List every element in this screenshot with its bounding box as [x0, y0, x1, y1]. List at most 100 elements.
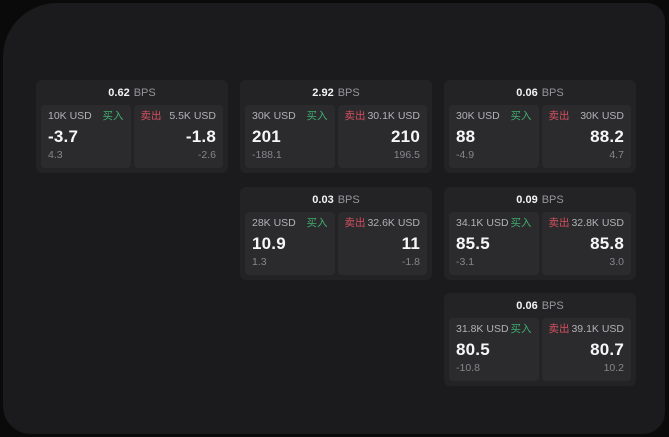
- quote-card: 0.03 BPS 28K USD 买入 10.9 1.3 卖出 32.6K US…: [240, 187, 432, 280]
- buy-delta: -3.1: [456, 256, 475, 269]
- bps-value: 0.03: [312, 194, 334, 206]
- bps-value: 0.06: [516, 300, 538, 312]
- sell-delta: -2.6: [197, 149, 216, 162]
- buy-delta: -10.8: [456, 362, 480, 375]
- buy-amount: 30K USD: [456, 110, 500, 122]
- buy-amount: 31.8K USD: [456, 323, 509, 335]
- buy-tile-top-row: 31.8K USD 买入: [456, 323, 532, 336]
- sell-amount: 5.5K USD: [169, 110, 216, 122]
- tile-pair: 34.1K USD 买入 85.5 -3.1 卖出 32.8K USD 85.8…: [444, 212, 636, 275]
- sell-delta: 196.5: [393, 149, 420, 162]
- buy-price: 88: [456, 127, 476, 146]
- card-header: 0.62 BPS: [36, 80, 228, 105]
- sell-delta: 10.2: [603, 362, 624, 375]
- sell-tile-top-row: 卖出 32.8K USD: [549, 217, 625, 230]
- sell-price: 85.8: [590, 234, 624, 253]
- buy-price: 201: [252, 127, 281, 146]
- tile-pair: 10K USD 买入 -3.7 4.3 卖出 5.5K USD -1.8 -2.…: [36, 105, 228, 168]
- buy-tile-top-row: 30K USD 买入: [456, 110, 532, 123]
- quote-card: 0.09 BPS 34.1K USD 买入 85.5 -3.1 卖出 32.8K…: [444, 187, 636, 280]
- buy-tile[interactable]: 34.1K USD 买入 85.5 -3.1: [449, 212, 539, 275]
- sell-tile-top-row: 卖出 30.1K USD: [344, 110, 421, 123]
- buy-amount: 30K USD: [252, 110, 296, 122]
- sell-amount: 32.8K USD: [571, 217, 624, 229]
- sell-tile-top-row: 卖出 30K USD: [548, 110, 625, 123]
- card-header: 0.03 BPS: [240, 187, 432, 212]
- sell-amount: 30K USD: [580, 110, 624, 122]
- sell-delta: 3.0: [609, 256, 624, 269]
- buy-tile[interactable]: 31.8K USD 买入 80.5 -10.8: [449, 318, 539, 381]
- sell-amount: 32.6K USD: [367, 217, 420, 229]
- buy-tile-top-row: 30K USD 买入: [252, 110, 328, 123]
- sell-tile[interactable]: 卖出 30K USD 88.2 4.7: [541, 105, 631, 168]
- buy-delta: -188.1: [252, 149, 282, 162]
- buy-tile[interactable]: 28K USD 买入 10.9 1.3: [245, 212, 335, 275]
- sell-tile[interactable]: 卖出 32.6K USD 11 -1.8: [337, 212, 427, 275]
- buy-price: -3.7: [48, 127, 79, 146]
- buy-price: 80.5: [456, 340, 490, 359]
- buy-amount: 10K USD: [48, 110, 92, 122]
- bps-value: 0.62: [108, 87, 130, 99]
- sell-tile[interactable]: 卖出 32.8K USD 85.8 3.0: [541, 212, 631, 275]
- bps-unit-label: BPS: [133, 87, 156, 99]
- buy-price: 10.9: [252, 234, 286, 253]
- sell-side-label: 卖出: [344, 217, 366, 229]
- buy-price: 85.5: [456, 234, 490, 253]
- tile-pair: 31.8K USD 买入 80.5 -10.8 卖出 39.1K USD 80.…: [444, 318, 636, 381]
- tile-pair: 30K USD 买入 88 -4.9 卖出 30K USD 88.2 4.7: [444, 105, 636, 168]
- sell-tile[interactable]: 卖出 30.1K USD 210 196.5: [337, 105, 427, 168]
- card-header: 0.06 BPS: [444, 293, 636, 318]
- sell-tile[interactable]: 卖出 39.1K USD 80.7 10.2: [541, 318, 631, 381]
- sell-amount: 30.1K USD: [367, 110, 420, 122]
- buy-side-label: 买入: [102, 110, 124, 122]
- quote-card: 0.06 BPS 30K USD 买入 88 -4.9 卖出 30K USD: [444, 80, 636, 173]
- bps-value: 0.06: [516, 87, 538, 99]
- bps-unit-label: BPS: [337, 194, 360, 206]
- bps-unit-label: BPS: [541, 194, 564, 206]
- buy-side-label: 买入: [306, 217, 328, 229]
- bps-unit-label: BPS: [541, 300, 564, 312]
- buy-tile-top-row: 10K USD 买入: [48, 110, 124, 123]
- card-header: 2.92 BPS: [240, 80, 432, 105]
- buy-tile[interactable]: 10K USD 买入 -3.7 4.3: [41, 105, 131, 168]
- buy-side-label: 买入: [510, 110, 532, 122]
- sell-price: 11: [401, 234, 420, 253]
- tile-pair: 30K USD 买入 201 -188.1 卖出 30.1K USD 210 1…: [240, 105, 432, 168]
- quotes-panel: 0.62 BPS 10K USD 买入 -3.7 4.3 卖出 5.5K USD: [3, 3, 665, 434]
- buy-side-label: 买入: [306, 110, 328, 122]
- buy-amount: 34.1K USD: [456, 217, 509, 229]
- bps-value: 2.92: [312, 87, 334, 99]
- bps-unit-label: BPS: [541, 87, 564, 99]
- buy-tile[interactable]: 30K USD 买入 201 -188.1: [245, 105, 335, 168]
- buy-side-label: 买入: [510, 323, 532, 335]
- sell-tile[interactable]: 卖出 5.5K USD -1.8 -2.6: [133, 105, 223, 168]
- sell-amount: 39.1K USD: [571, 323, 624, 335]
- sell-side-label: 卖出: [548, 110, 570, 122]
- bps-value: 0.09: [516, 194, 538, 206]
- bps-unit-label: BPS: [337, 87, 360, 99]
- buy-delta: -4.9: [456, 149, 475, 162]
- card-header: 0.09 BPS: [444, 187, 636, 212]
- sell-tile-top-row: 卖出 39.1K USD: [548, 323, 625, 336]
- quote-card: 0.62 BPS 10K USD 买入 -3.7 4.3 卖出 5.5K USD: [36, 80, 228, 173]
- sell-delta: 4.7: [609, 149, 624, 162]
- buy-side-label: 买入: [510, 217, 532, 229]
- sell-price: -1.8: [185, 127, 216, 146]
- buy-tile[interactable]: 30K USD 买入 88 -4.9: [449, 105, 539, 168]
- sell-tile-top-row: 卖出 5.5K USD: [140, 110, 217, 123]
- quote-card: 2.92 BPS 30K USD 买入 201 -188.1 卖出 30.1K …: [240, 80, 432, 173]
- sell-price: 210: [391, 127, 420, 146]
- sell-price: 80.7: [590, 340, 624, 359]
- buy-delta: 4.3: [48, 149, 63, 162]
- card-header: 0.06 BPS: [444, 80, 636, 105]
- sell-price: 88.2: [590, 127, 624, 146]
- sell-side-label: 卖出: [548, 323, 570, 335]
- sell-side-label: 卖出: [344, 110, 366, 122]
- sell-delta: -1.8: [401, 256, 420, 269]
- sell-tile-top-row: 卖出 32.6K USD: [344, 217, 421, 230]
- buy-amount: 28K USD: [252, 217, 296, 229]
- sell-side-label: 卖出: [140, 110, 162, 122]
- buy-tile-top-row: 34.1K USD 买入: [456, 217, 532, 230]
- tile-pair: 28K USD 买入 10.9 1.3 卖出 32.6K USD 11 -1.8: [240, 212, 432, 275]
